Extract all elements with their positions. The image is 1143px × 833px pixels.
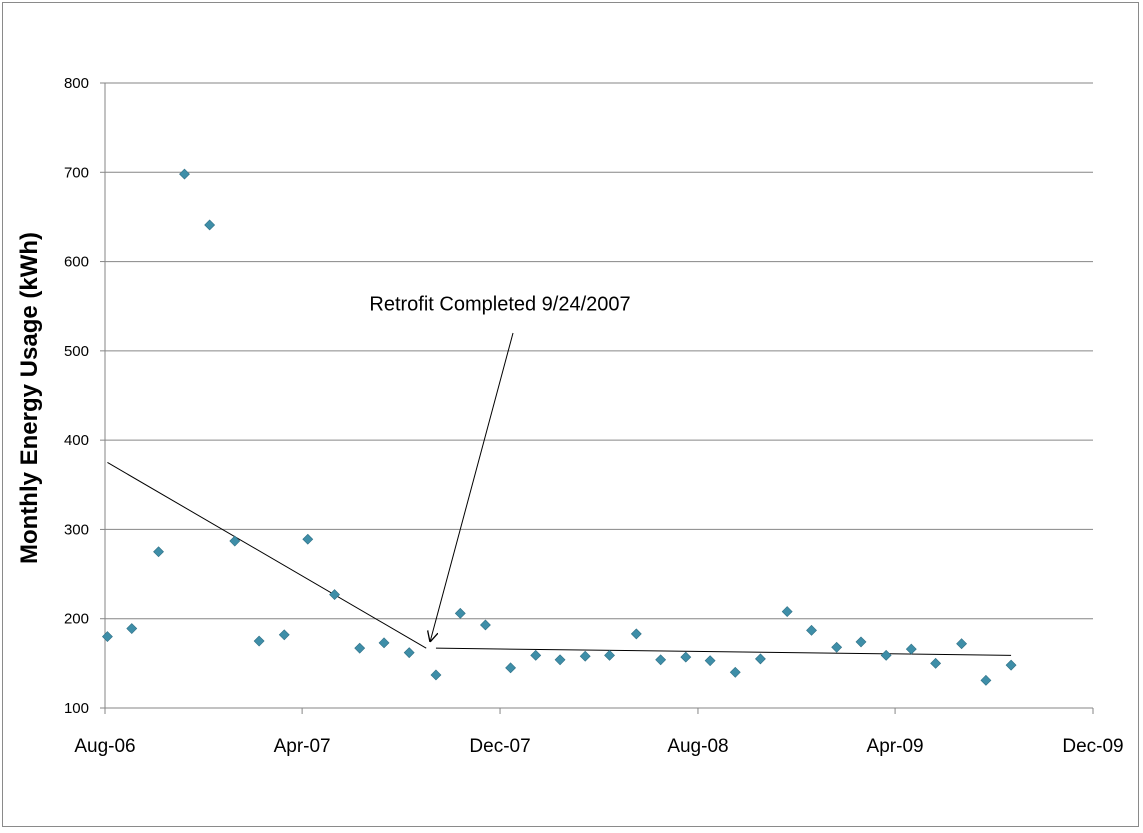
x-axis-tick-labels: Aug-06 Apr-07 Dec-07 Aug-08 Apr-09 Dec-09 — [74, 736, 1123, 757]
y-tick-label-800: 800 — [64, 75, 89, 92]
data-point-8 — [278, 629, 290, 641]
y-tick-label-400: 400 — [64, 432, 89, 449]
annotation-arrow — [430, 332, 514, 641]
data-point-19 — [554, 654, 566, 666]
data-point-25 — [704, 655, 716, 667]
data-point-12 — [378, 637, 390, 649]
data-point-21 — [604, 649, 615, 661]
x-tick-label-Dec-09: Dec-09 — [1062, 736, 1123, 757]
data-point-9 — [302, 533, 314, 545]
data-point-32 — [880, 649, 892, 661]
y-tick-label-600: 600 — [64, 254, 89, 271]
data-point-17 — [505, 662, 517, 674]
data-point-30 — [831, 641, 843, 653]
data-point-4 — [179, 168, 190, 180]
x-tick-label-Aug-08: Aug-08 — [667, 736, 728, 757]
gridlines — [100, 82, 1093, 709]
data-point-27 — [754, 653, 766, 665]
y-tick-label-100: 100 — [64, 700, 89, 717]
data-point-16 — [480, 619, 491, 631]
y-axis-label: Monthly Energy Usage (kWh) — [16, 232, 43, 564]
data-point-24 — [680, 651, 692, 663]
data-point-3 — [153, 546, 164, 558]
data-point-22 — [630, 628, 642, 640]
data-point-11 — [354, 642, 366, 654]
data-point-29 — [806, 624, 817, 636]
data-point-26 — [729, 666, 741, 678]
x-tick-label-Aug-06: Aug-06 — [74, 736, 135, 757]
data-point-10 — [329, 589, 340, 601]
data-points — [102, 168, 1017, 686]
trendline-2 — [435, 647, 1012, 656]
y-tick-label-700: 700 — [64, 164, 89, 181]
axes — [104, 83, 1094, 714]
y-tick-label-200: 200 — [64, 611, 89, 628]
data-point-6 — [229, 535, 241, 547]
data-point-37 — [1005, 659, 1017, 671]
data-point-20 — [579, 650, 591, 662]
annotations: Retrofit Completed 9/24/2007 — [369, 294, 631, 641]
x-tick-label-Apr-09: Apr-09 — [867, 736, 924, 757]
data-point-13 — [403, 647, 415, 659]
data-point-23 — [655, 654, 667, 666]
y-axis-tick-labels: 100 200 300 400 500 600 700 800 — [64, 75, 89, 717]
trendlines — [107, 462, 1012, 656]
data-point-28 — [781, 606, 793, 617]
data-point-36 — [980, 674, 992, 686]
data-point-7 — [253, 635, 265, 647]
data-point-33 — [905, 643, 917, 655]
y-tick-label-300: 300 — [64, 521, 89, 538]
y-tick-label-500: 500 — [64, 343, 89, 360]
data-point-31 — [855, 636, 867, 648]
data-point-5 — [204, 219, 216, 231]
trendline-1 — [107, 462, 427, 649]
data-point-14 — [430, 669, 442, 681]
data-point-35 — [956, 638, 968, 650]
x-tick-label-Dec-07: Dec-07 — [469, 736, 530, 757]
data-point-2 — [126, 623, 138, 634]
data-point-18 — [530, 649, 542, 661]
annotation-label: Retrofit Completed 9/24/2007 — [369, 294, 630, 316]
scatter-chart: 100 200 300 400 500 600 700 800 Aug-06 Apr-07 Dec… — [16, 75, 1124, 757]
data-point-1 — [102, 631, 113, 642]
data-point-34 — [930, 657, 942, 669]
x-tick-label-Apr-07: Apr-07 — [274, 736, 331, 757]
data-point-15 — [454, 607, 466, 619]
